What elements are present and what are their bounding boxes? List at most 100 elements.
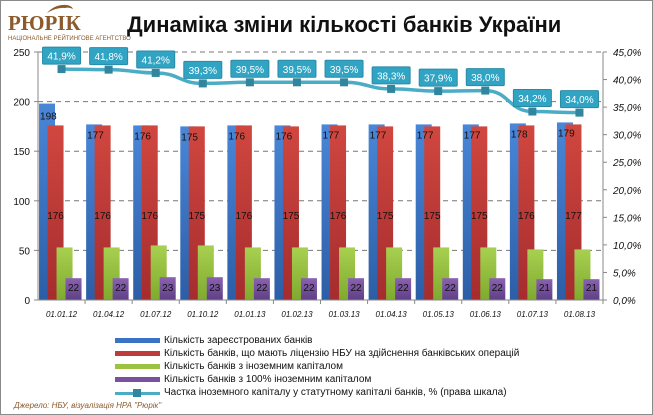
bar-foreign-100 [442,278,459,300]
share-label: 34,2% [518,94,546,105]
right-tick-label: 30,0% [613,131,641,142]
data-label-licensed: 175 [471,211,488,222]
bar-foreign-100 [395,278,412,300]
share-label: 38,3% [377,71,405,82]
data-label-registered: 177 [417,130,434,141]
share-marker [575,108,584,117]
legend-item-licensed: Кількість банків, що мають ліцензію НБУ … [115,347,519,360]
left-tick-label: 200 [13,98,30,109]
left-tick-label: 250 [13,48,30,59]
bar-foreign-100 [65,278,82,300]
legend-label: Частка іноземного капіталу у статутному … [164,387,507,398]
share-marker [57,65,66,74]
legend-item-registered: Кількість зареєстрованих банків [115,334,519,347]
bar-foreign-100 [159,277,176,300]
data-label-foreign-100: 22 [398,283,410,294]
left-tick-label: 150 [13,147,30,158]
data-label-foreign-100: 22 [303,283,315,294]
data-label-registered: 175 [181,132,198,143]
legend-item-foreign-100: Кількість банків з 100% іноземним капіта… [115,373,519,386]
share-marker [104,65,113,74]
x-tick-label: 01.01.13 [234,310,266,319]
data-label-registered: 176 [228,131,245,142]
legend-swatch-purple [115,377,160,382]
right-tick-label: 0,0% [613,296,636,307]
share-label: 41,8% [94,52,122,63]
x-tick-label: 01.07.13 [517,310,549,319]
data-label-licensed: 176 [141,211,158,222]
legend: Кількість зареєстрованих банків Кількіст… [115,334,519,399]
share-label-box [512,89,552,108]
x-tick-label: 01.08.13 [564,310,596,319]
right-tick-label: 40,0% [613,76,641,87]
bar-foreign-100 [300,278,317,300]
data-label-licensed: 176 [330,211,347,222]
share-label: 39,5% [283,65,311,76]
left-tick-label: 50 [19,246,31,257]
data-label-foreign-100: 22 [492,283,504,294]
share-marker [292,78,301,87]
x-tick-label: 01.03.13 [328,310,360,319]
legend-swatch-blue [115,338,160,343]
share-label: 39,5% [330,65,358,76]
right-tick-label: 15,0% [613,213,641,224]
share-label-box [371,66,411,85]
x-tick-label: 01.05.13 [423,310,455,319]
logo: РЮРІК НАЦІОНАЛЬНЕ РЕЙТИНГОВЕ АГЕНТСТВО [5,2,131,46]
legend-label: Кількість банків з іноземним капіталом [164,361,343,372]
right-tick-label: 10,0% [613,241,641,252]
share-label-box [89,47,129,66]
share-label: 39,3% [189,66,217,77]
left-tick-label: 100 [13,197,30,208]
legend-label: Кількість зареєстрованих банків [164,335,313,346]
share-marker [481,86,490,95]
data-label-registered: 177 [464,130,481,141]
data-label-licensed: 176 [47,211,64,222]
bird-icon [47,4,73,13]
right-tick-label: 45,0% [613,48,641,59]
share-marker [245,78,254,87]
data-label-foreign-100: 22 [256,283,268,294]
chart-title: Динаміка зміни кількості банків України [127,12,562,37]
logo-name: РЮРІК [8,11,81,35]
share-label-box [136,50,176,69]
data-label-foreign-100: 22 [115,283,127,294]
data-label-licensed: 175 [188,211,205,222]
data-label-registered: 176 [275,131,292,142]
share-label: 38,0% [471,73,499,84]
data-label-foreign-100: 23 [209,283,221,294]
share-label-box [183,60,223,79]
data-label-licensed: 176 [518,211,535,222]
right-tick-label: 20,0% [612,186,641,197]
share-label-box [559,90,599,109]
right-tick-label: 5,0% [613,268,636,279]
x-tick-label: 01.02.13 [281,310,313,319]
share-marker [434,87,443,96]
share-marker [387,84,396,93]
data-label-foreign-100: 21 [586,283,598,294]
data-label-registered: 177 [323,130,340,141]
x-tick-label: 01.04.12 [93,310,125,319]
share-label: 39,5% [236,65,264,76]
data-label-licensed: 176 [236,211,253,222]
data-label-registered: 198 [40,112,57,123]
legend-label: Кількість банків, що мають ліцензію НБУ … [164,348,520,359]
data-label-foreign-100: 22 [68,283,80,294]
data-label-foreign-100: 22 [350,283,362,294]
share-marker [151,68,160,77]
data-label-registered: 177 [87,130,104,141]
data-label-foreign-100: 21 [539,283,551,294]
share-marker [528,107,537,116]
legend-line-marker [115,387,160,399]
data-label-licensed: 175 [377,211,394,222]
bar-foreign-100 [536,279,553,300]
x-tick-label: 01.10.12 [187,310,219,319]
right-tick-label: 35,0% [613,103,641,114]
share-label: 37,9% [424,74,452,85]
share-label-box [465,68,505,87]
share-label-box [42,46,82,65]
share-label-box [418,68,458,87]
x-tick-label: 01.01.12 [46,310,78,319]
data-label-registered: 179 [558,128,575,139]
